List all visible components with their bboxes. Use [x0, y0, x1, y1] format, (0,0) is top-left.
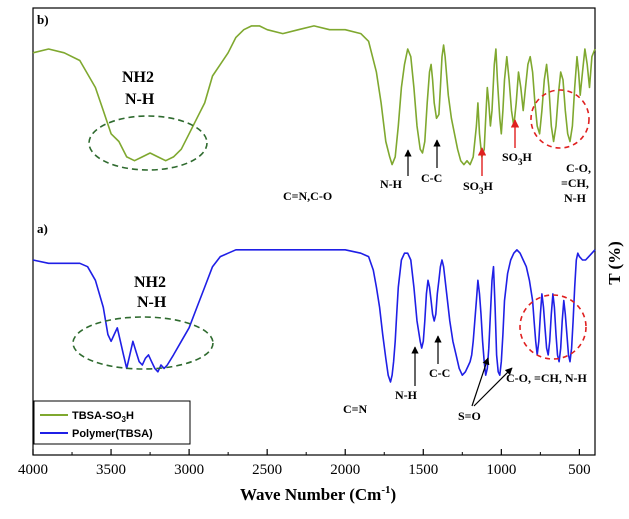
- panel-label-b: b): [37, 12, 49, 27]
- series-line-polymer-tbsa: [32, 249, 596, 383]
- annotation-b-cn-co: C=N,C-O: [283, 189, 332, 203]
- legend-box: [33, 400, 191, 445]
- x-tick-label: 500: [568, 462, 591, 478]
- x-tick-label: 2500: [252, 462, 282, 478]
- x-tick-label: 3000: [174, 462, 204, 478]
- highlight-circle-b-co: [530, 89, 590, 149]
- annotation-a-co: C-O, =CH, N-H: [506, 371, 587, 385]
- y-axis-title: T (%): [605, 241, 624, 285]
- annotation-b-nh2: NH2: [122, 69, 154, 86]
- series-line-tbsa-so3h: [32, 25, 596, 166]
- plot-frame: [32, 7, 596, 456]
- annotation-b-nh-2: N-H: [380, 177, 403, 191]
- annotation-a-so: S=O: [458, 409, 481, 423]
- annotation-a-cc: C-C: [429, 366, 450, 380]
- x-tick-label: 2000: [330, 462, 360, 478]
- annotation-a-nh: N-H: [137, 294, 167, 311]
- annotation-b-cc: C-C: [421, 171, 442, 185]
- legend-label-0: TBSA-SO3H: [72, 410, 134, 424]
- annotation-a-nh2: NH2: [134, 274, 166, 291]
- highlight-circle-a-co: [519, 294, 587, 360]
- legend-label-1: Polymer(TBSA): [72, 428, 153, 440]
- annotation-b-ch: =CH,: [561, 176, 589, 190]
- annotation-b-nh: N-H: [125, 91, 155, 108]
- series-layer: [32, 25, 596, 383]
- annotation-b-so3h-1: SO3H: [463, 179, 494, 196]
- annotation-b-so3h-2: SO3H: [502, 150, 533, 167]
- arrow-a-so-2: [473, 367, 513, 407]
- x-tick-label: 1500: [408, 462, 438, 478]
- annotation-b-nh-3: N-H: [564, 191, 587, 205]
- annotation-b-co: C-O,: [566, 161, 591, 175]
- panel-label-a: a): [37, 221, 48, 236]
- highlight-ellipse-b-nh: [88, 115, 208, 171]
- annotation-a-nh-2: N-H: [395, 388, 418, 402]
- x-axis-ticks: 4000 3500 3000 2500 2000 1500 1000 500: [18, 449, 591, 478]
- x-axis-title: Wave Number (Cm-1): [240, 484, 396, 504]
- x-tick-label: 4000: [18, 462, 48, 478]
- highlight-ellipse-a-nh: [72, 316, 214, 370]
- arrow-a-so-1: [471, 357, 490, 407]
- x-tick-label: 1000: [486, 462, 516, 478]
- annotation-a-cn: C=N: [343, 402, 368, 416]
- x-tick-label: 3500: [96, 462, 126, 478]
- legend: TBSA-SO3H Polymer(TBSA): [33, 400, 191, 445]
